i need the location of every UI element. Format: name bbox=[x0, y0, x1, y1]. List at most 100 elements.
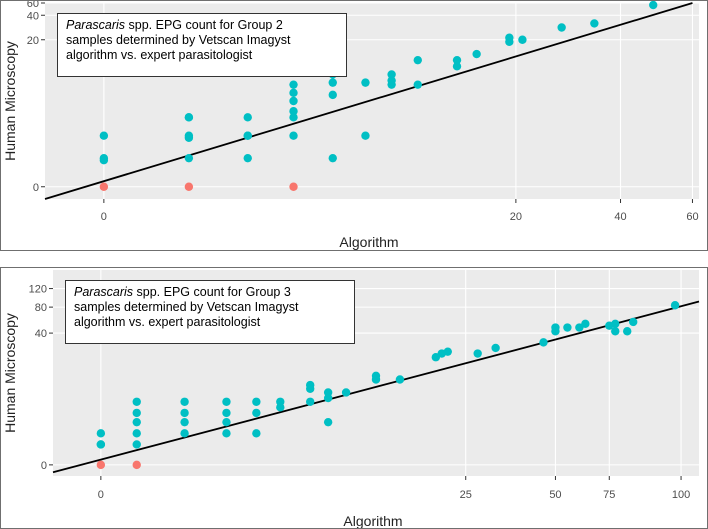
data-point bbox=[323, 388, 333, 397]
data-point bbox=[132, 429, 141, 438]
data-point bbox=[180, 429, 189, 438]
data-point bbox=[132, 397, 141, 406]
data-point bbox=[431, 353, 441, 362]
x-tick-label: 75 bbox=[603, 489, 615, 501]
data-point bbox=[222, 429, 231, 438]
data-point bbox=[629, 317, 638, 327]
y-tick-label: 60 bbox=[27, 1, 39, 10]
caption-species: Parascaris bbox=[74, 285, 134, 299]
data-point bbox=[132, 417, 141, 427]
data-point bbox=[184, 133, 194, 142]
y-tick-label: 20 bbox=[27, 35, 39, 47]
data-point-zero bbox=[184, 182, 194, 191]
data-point bbox=[180, 397, 189, 406]
chart-group3: 0 25 50 75 100 0 40 80 120 Algorithm Human Microsc… bbox=[2, 270, 700, 528]
x-tick-label: 50 bbox=[549, 489, 561, 501]
data-point bbox=[222, 417, 231, 427]
data-point bbox=[452, 55, 462, 65]
data-point bbox=[518, 35, 527, 44]
data-point bbox=[180, 417, 189, 427]
data-point bbox=[539, 338, 548, 347]
data-point bbox=[491, 343, 500, 353]
data-point bbox=[243, 113, 252, 122]
data-point bbox=[413, 80, 422, 89]
data-point bbox=[371, 371, 381, 380]
data-point bbox=[623, 327, 632, 336]
data-point bbox=[328, 153, 337, 163]
data-point bbox=[289, 113, 298, 122]
x-tick-label: 0 bbox=[101, 211, 107, 223]
x-tick-label: 20 bbox=[510, 211, 522, 223]
data-point bbox=[557, 23, 566, 32]
data-point bbox=[243, 131, 252, 140]
data-point bbox=[252, 397, 261, 406]
chart-caption-group2: Parascaris spp. EPG count for Group 2 sa… bbox=[57, 13, 347, 77]
data-point bbox=[289, 107, 298, 116]
data-point bbox=[184, 153, 194, 163]
caption-line2: samples determined by Vetscan Imagyst bbox=[66, 33, 291, 47]
data-point bbox=[361, 78, 370, 87]
data-point bbox=[132, 440, 141, 449]
caption-line1: spp. EPG count for Group 3 bbox=[133, 285, 291, 299]
y-tick-label: 120 bbox=[29, 284, 47, 296]
y-tick-label: 40 bbox=[35, 328, 47, 340]
x-tick-label: 100 bbox=[672, 489, 690, 501]
data-point bbox=[387, 70, 396, 79]
x-axis-title: Algorithm bbox=[339, 234, 398, 250]
regression-line bbox=[44, 2, 693, 200]
data-point bbox=[452, 62, 462, 71]
data-point bbox=[96, 429, 106, 438]
data-point bbox=[395, 375, 405, 384]
y-axis-title: Human Microscopy bbox=[2, 41, 18, 161]
data-point bbox=[611, 327, 620, 336]
data-point bbox=[387, 80, 396, 89]
x-tick-label: 60 bbox=[686, 211, 698, 223]
caption-line1: spp. EPG count for Group 2 bbox=[125, 18, 283, 32]
data-point bbox=[472, 49, 481, 59]
data-point bbox=[323, 417, 333, 427]
data-point bbox=[252, 408, 261, 418]
regression-line bbox=[52, 300, 700, 474]
chart-panel-group2: 0 20 40 60 0 20 40 60 Algorithm Human Microscopy … bbox=[0, 0, 708, 251]
y-tick-label: 0 bbox=[33, 182, 39, 194]
data-point-zero bbox=[99, 182, 109, 191]
data-point bbox=[243, 153, 252, 163]
data-point bbox=[289, 131, 298, 140]
data-point bbox=[341, 388, 351, 397]
data-point bbox=[132, 408, 141, 418]
y-tick-label: 40 bbox=[27, 10, 39, 22]
data-point bbox=[289, 80, 298, 89]
data-point bbox=[413, 55, 422, 65]
data-point bbox=[180, 408, 189, 418]
data-point bbox=[222, 397, 231, 406]
chart-caption-group3: Parascaris spp. EPG count for Group 3 sa… bbox=[65, 280, 355, 344]
data-point bbox=[99, 153, 109, 163]
caption-line2: samples determined by Vetscan Imagyst bbox=[74, 300, 299, 314]
data-point-zero bbox=[96, 460, 106, 470]
data-point bbox=[575, 323, 584, 332]
data-point bbox=[99, 131, 109, 140]
data-point bbox=[443, 347, 452, 356]
data-point bbox=[611, 319, 620, 329]
data-point-zero bbox=[289, 182, 298, 191]
data-point bbox=[563, 323, 572, 332]
data-point bbox=[276, 403, 285, 412]
chart-panel-group3: 0 25 50 75 100 0 40 80 120 Algorithm Human Microsc… bbox=[0, 267, 708, 529]
data-point bbox=[581, 319, 590, 329]
data-point bbox=[289, 88, 298, 98]
x-tick-label: 25 bbox=[460, 489, 472, 501]
x-tick-label: 0 bbox=[98, 489, 104, 501]
data-point bbox=[184, 113, 194, 122]
y-tick-label: 0 bbox=[41, 460, 47, 472]
data-point bbox=[96, 440, 106, 449]
data-point bbox=[473, 349, 482, 358]
y-axis-title: Human Microscopy bbox=[2, 313, 18, 433]
caption-species: Parascaris bbox=[66, 18, 126, 32]
data-point bbox=[649, 1, 658, 10]
data-point bbox=[289, 96, 298, 106]
data-point bbox=[222, 408, 231, 418]
y-tick-label: 80 bbox=[35, 302, 47, 314]
data-point bbox=[505, 37, 514, 46]
data-point bbox=[252, 429, 261, 438]
data-point bbox=[670, 301, 680, 310]
